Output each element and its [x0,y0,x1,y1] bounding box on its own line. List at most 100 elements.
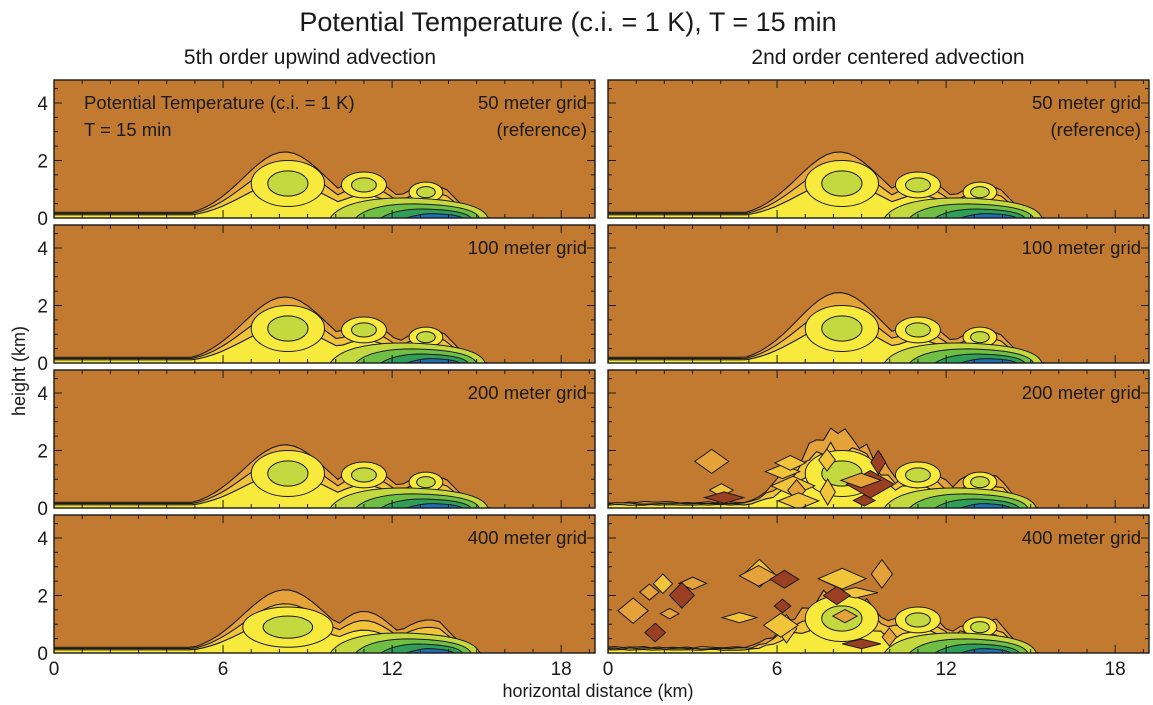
panel-left-row-0: 0 2 4 Potential Temperature (c.i. = 1 K) T =… [37,79,596,230]
numerical-noise-cell [842,638,881,650]
y-tick-label: 4 [37,94,48,115]
panel-grid-label: 50 meter grid [478,92,587,113]
y-tick-label: 4 [37,529,48,550]
y-tick-label: 4 [37,239,48,260]
numerical-noise-cell [769,569,800,589]
panel-grid-label: 200 meter grid [468,382,587,403]
numerical-noise-cell [818,448,837,472]
x-tick-label: 0 [49,659,60,680]
numerical-noise-cell [652,573,674,595]
x-tick-label: 0 [603,659,614,680]
eddy-contour [970,621,990,634]
eddy-contour [267,460,309,487]
eddy-contour [267,315,309,342]
panel-frame [607,514,1150,654]
panel-left-row-2: 0 2 4 200 meter grid [37,369,596,520]
numerical-noise-cell [870,449,887,476]
eddy-contour [905,467,931,483]
panel-right-row-3: 0 6 12 18 400 meter grid [603,514,1150,680]
numerical-noise-cell [822,585,852,606]
eddy-contour [905,177,931,193]
y-tick-label: 0 [37,499,48,520]
eddy-contour [905,322,931,338]
y-axis-label: height (km) [9,326,29,416]
numerical-noise-cell [773,598,792,614]
y-tick-label: 0 [37,644,48,665]
temperature-field [608,427,1040,508]
panel-left-label: T = 15 min [84,119,172,140]
x-tick-label: 18 [1105,659,1126,680]
y-tick-label: 0 [37,209,48,230]
panel-grid-label: (reference) [497,119,587,140]
numerical-noise-cell [852,494,877,507]
numerical-noise-cell [773,455,807,471]
panel-left-row-1: 0 2 4 100 meter grid [37,224,596,375]
numerical-noise-cell [831,608,859,624]
panel-right-row-2: 200 meter grid [607,369,1150,509]
panel-grid-label: 400 meter grid [1022,527,1141,548]
eddy-contour [821,170,863,197]
numerical-noise-cell [817,567,868,590]
eddy-contour [970,476,990,489]
eddy-contour [262,615,314,639]
y-tick-label: 0 [37,354,48,375]
y-tick-label: 4 [37,384,48,405]
panel-grid-label: 100 meter grid [468,237,587,258]
panel-frame [607,224,1150,364]
cold-pool-contour [960,648,1012,653]
numerical-noise-cell [644,622,667,643]
panel-right-row-1: 100 meter grid [607,224,1150,364]
eddy-contour [905,612,931,628]
eddy-contour [970,331,990,344]
numerical-noise-cell [617,597,650,625]
figure-title: Potential Temperature (c.i. = 1 K), T = … [299,7,836,37]
eddy-contour [416,476,436,489]
x-tick-label: 18 [551,659,572,680]
numerical-noise-cell [702,491,746,504]
x-tick-label: 12 [936,659,957,680]
numerical-noise-cell [659,607,681,620]
x-tick-label: 12 [382,659,403,680]
temperature-field [608,292,1045,363]
temperature-field [54,296,489,363]
temperature-field [608,151,1045,218]
panel-frame [53,79,596,219]
numerical-noise-cell [776,492,821,508]
panel-frame [53,224,596,364]
numerical-noise-cell [638,583,660,601]
y-tick-label: 2 [37,442,48,463]
y-tick-label: 2 [37,587,48,608]
numerical-noise-cell [693,448,730,475]
panel-right-row-0: 50 meter grid (reference) [607,79,1150,219]
eddy-contour [970,186,990,199]
column-title-right: 2nd order centered advection [751,46,1024,69]
panels-group: 0 2 4 Potential Temperature (c.i. = 1 K) T =… [37,79,1150,680]
temperature-field [54,444,491,508]
eddy-contour [351,177,377,193]
panel-grid-label: 50 meter grid [1032,92,1141,113]
numerical-noise-cell [839,472,883,489]
eddy-contour [351,467,377,483]
numerical-noise-cell [762,612,799,638]
numerical-noise-cell [870,558,894,590]
numerical-noise-cell [819,478,836,506]
panel-frame [607,369,1150,509]
panel-grid-label: 100 meter grid [1022,237,1141,258]
temperature-field [54,151,491,218]
eddy-contour [416,186,436,199]
numerical-noise-cell [677,576,708,591]
cold-pool-contour [960,503,1012,508]
numerical-noise-cell [881,627,898,647]
eddy-contour [267,170,309,197]
panel-frame [607,79,1150,219]
temperature-field [608,558,1040,653]
panel-grid-label: (reference) [1051,119,1141,140]
panel-left-row-3: 0 2 4 0 6 12 18 400 meter grid [37,514,596,680]
panel-left-label: Potential Temperature (c.i. = 1 K) [84,92,355,113]
y-tick-label: 2 [37,297,48,318]
panel-grid-label: 200 meter grid [1022,382,1141,403]
column-title-left: 5th order upwind advection [184,46,436,69]
x-tick-label: 6 [772,659,783,680]
